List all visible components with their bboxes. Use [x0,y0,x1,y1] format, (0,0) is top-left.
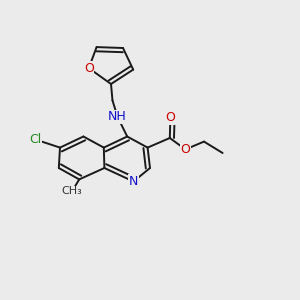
Text: CH₃: CH₃ [61,186,82,197]
Text: O: O [84,61,94,75]
Text: NH: NH [108,110,127,124]
Text: O: O [181,143,190,156]
Text: Cl: Cl [29,133,41,146]
Text: N: N [129,175,138,188]
Text: O: O [166,111,175,124]
